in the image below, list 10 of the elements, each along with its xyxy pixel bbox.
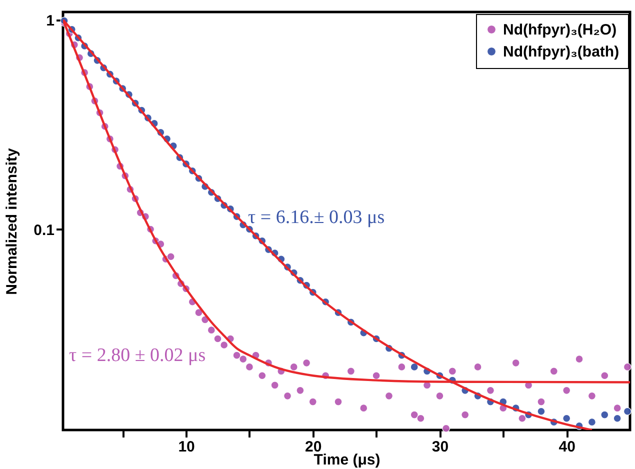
y-axis-title: Normalized intensity bbox=[4, 147, 21, 295]
x-tick-label: 40 bbox=[558, 438, 576, 456]
annotation: τ = 2.80 ± 0.02 μs bbox=[69, 345, 206, 366]
legend-label: Nd(hfpyr)₃(bath) bbox=[503, 44, 620, 60]
legend-label: Nd(hfpyr)₃(H₂O) bbox=[503, 22, 617, 38]
x-tick-label: 10 bbox=[178, 438, 195, 456]
x-tick-label: 30 bbox=[432, 438, 449, 456]
y-tick-label: 0.1 bbox=[34, 222, 54, 239]
y-tick-label: 1 bbox=[46, 12, 54, 30]
annotation: τ = 6.16.± 0.03 μs bbox=[248, 207, 385, 228]
